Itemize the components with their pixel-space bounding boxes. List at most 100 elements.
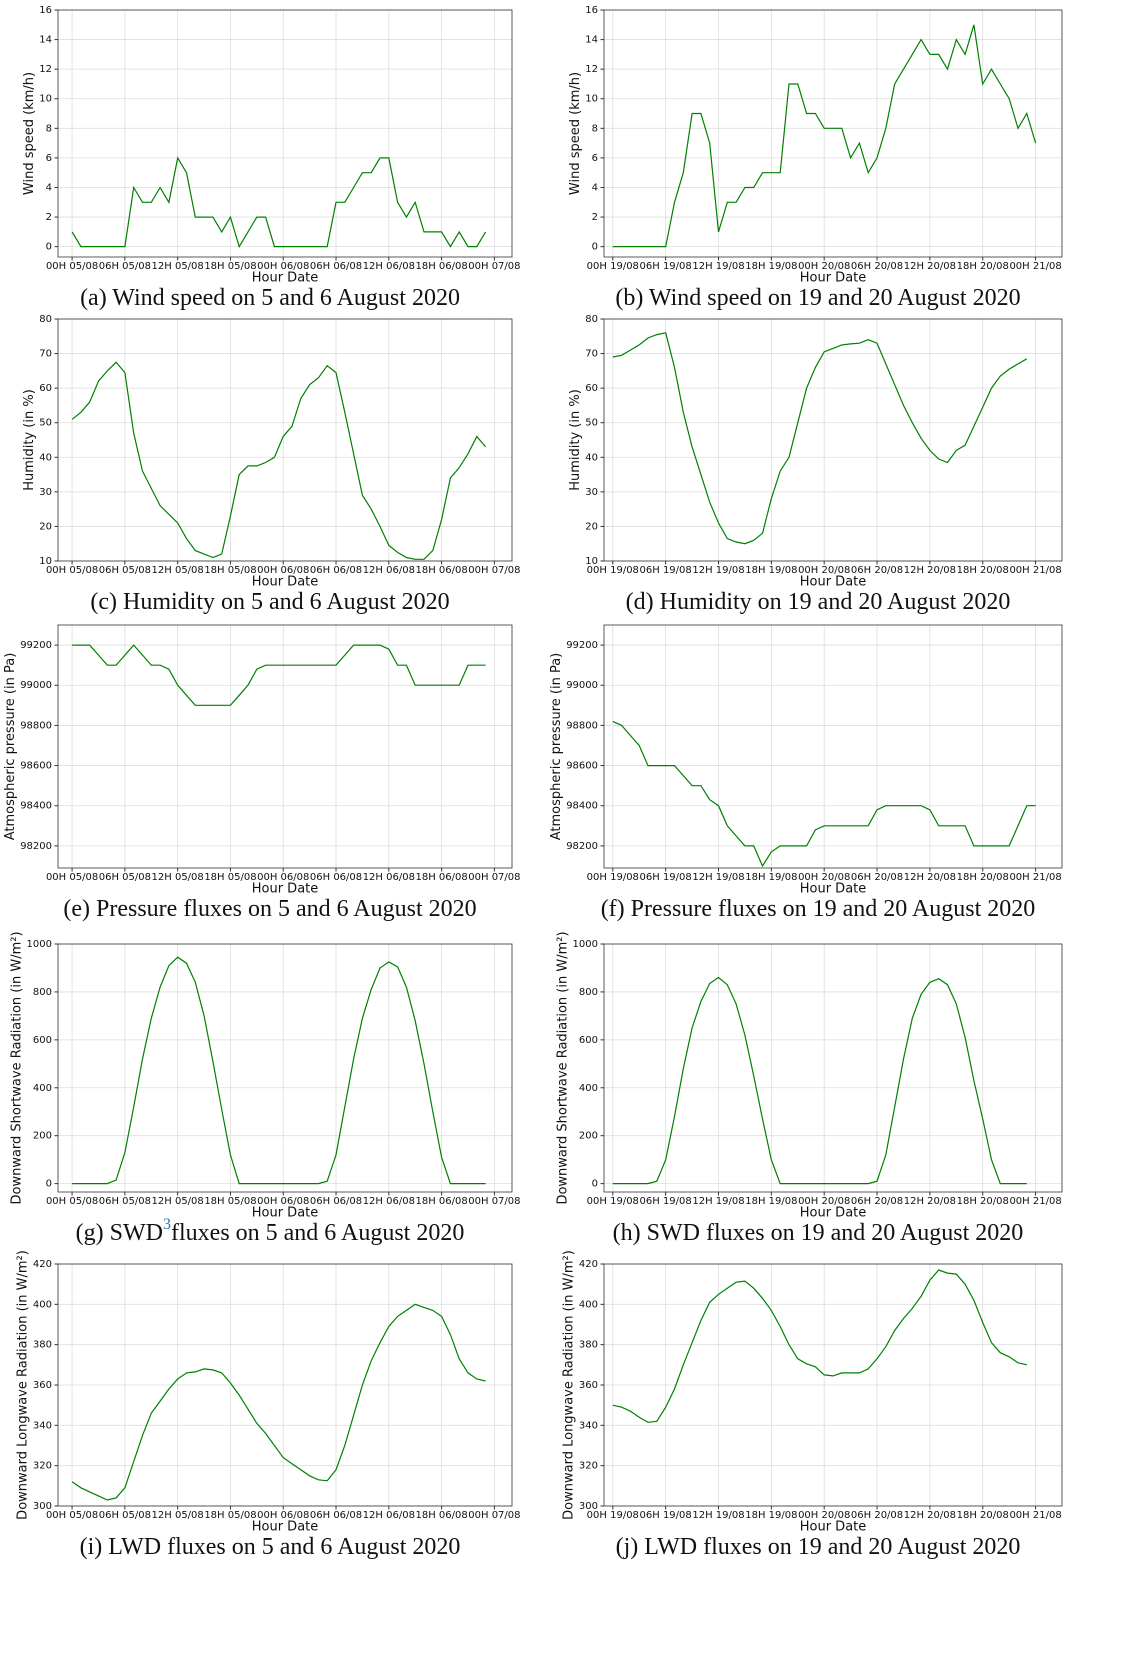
x-tick-label: 12H 05/08	[152, 1510, 204, 1521]
y-tick-label: 98800	[566, 720, 598, 731]
x-tick-label: 06H 05/08	[99, 1510, 151, 1521]
y-tick-label: 400	[33, 1299, 52, 1310]
y-tick-label: 1000	[27, 939, 52, 950]
x-tick-label: 18H 06/08	[415, 1196, 467, 1207]
y-axis-label: Humidity (in %)	[22, 389, 37, 491]
x-tick-label: 12H 05/08	[152, 1196, 204, 1207]
x-tick-label: 06H 19/08	[640, 1196, 692, 1207]
y-tick-label: 30	[39, 487, 52, 498]
x-tick-label: 06H 05/08	[99, 1196, 151, 1207]
y-tick-label: 10	[39, 94, 52, 105]
x-axis-label: Hour Date	[800, 1520, 867, 1535]
x-tick-label: 18H 06/08	[415, 1510, 467, 1521]
x-tick-label: 06H 06/08	[310, 1196, 362, 1207]
y-tick-label: 200	[579, 1131, 598, 1142]
x-axis-label: Hour Date	[800, 1206, 867, 1221]
caption-text: (c) Humidity on 5 and 6 August 2020	[90, 589, 449, 615]
x-tick-label: 12H 19/08	[692, 1196, 744, 1207]
x-tick-label: 12H 05/08	[152, 872, 204, 883]
plot-frame	[603, 318, 1063, 562]
x-tick-label: 18H 20/08	[957, 565, 1009, 576]
caption-text: (f) Pressure fluxes on 19 and 20 August …	[601, 896, 1036, 922]
y-tick-label: 10	[585, 94, 598, 105]
y-tick-label: 0	[592, 1179, 598, 1190]
x-tick-label: 12H 19/08	[692, 261, 744, 272]
x-tick-label: 00H 06/08	[257, 1196, 309, 1207]
x-axis-label: Hour Date	[252, 1206, 319, 1221]
x-tick-label: 12H 05/08	[152, 261, 204, 272]
y-tick-label: 20	[39, 521, 52, 532]
x-tick-label: 18H 06/08	[415, 565, 467, 576]
y-tick-label: 340	[33, 1420, 52, 1431]
y-axis-label: Downward Shortwave Radiation (in W/m²)	[9, 931, 24, 1204]
x-tick-label: 12H 20/08	[904, 261, 956, 272]
y-axis-label: Downward Longwave Radiation (in W/m²)	[16, 1250, 31, 1520]
x-tick-label: 00H 05/08	[46, 1196, 98, 1207]
y-tick-label: 380	[579, 1340, 598, 1351]
y-tick-label: 800	[579, 987, 598, 998]
x-tick-label: 00H 21/08	[1009, 565, 1061, 576]
data-line	[612, 976, 1027, 1185]
x-tick-label: 06H 20/08	[851, 872, 903, 883]
y-tick-label: 14	[585, 35, 598, 46]
y-tick-label: 12	[39, 64, 52, 75]
x-axis-label: Hour Date	[252, 575, 319, 590]
x-tick-label: 00H 19/08	[587, 1196, 639, 1207]
caption: (f) Pressure fluxes on 19 and 20 August …	[601, 896, 1036, 922]
x-tick-label: 18H 19/08	[745, 565, 797, 576]
plot-frame	[57, 1263, 513, 1507]
caption-text: (b) Wind speed on 19 and 20 August 2020	[615, 285, 1020, 311]
x-tick-label: 00H 20/08	[798, 1196, 850, 1207]
y-tick-label: 400	[33, 1083, 52, 1094]
y-tick-label: 380	[33, 1340, 52, 1351]
data-line	[71, 1303, 486, 1501]
y-tick-label: 800	[33, 987, 52, 998]
y-tick-label: 1000	[573, 939, 598, 950]
y-tick-label: 6	[46, 153, 52, 164]
x-axis-label: Hour Date	[252, 1520, 319, 1535]
caption: (j) LWD fluxes on 19 and 20 August 2020	[616, 1534, 1021, 1560]
y-tick-label: 420	[33, 1259, 52, 1270]
plot-frame	[57, 943, 513, 1193]
x-tick-label: 12H 19/08	[692, 565, 744, 576]
y-tick-label: 99200	[566, 640, 598, 651]
y-tick-label: 2	[46, 212, 52, 223]
y-tick-label: 98200	[20, 841, 52, 852]
y-tick-label: 400	[579, 1083, 598, 1094]
x-tick-label: 18H 19/08	[745, 1196, 797, 1207]
x-tick-label: 00H 21/08	[1009, 1510, 1061, 1521]
plot-frame	[57, 318, 513, 562]
x-tick-label: 00H 05/08	[46, 261, 98, 272]
x-tick-label: 18H 20/08	[957, 261, 1009, 272]
y-tick-label: 300	[33, 1501, 52, 1512]
y-tick-label: 99000	[566, 680, 598, 691]
x-tick-label: 00H 19/08	[587, 261, 639, 272]
plot-frame	[603, 624, 1063, 869]
caption: (h) SWD fluxes on 19 and 20 August 2020	[613, 1220, 1024, 1246]
data-line	[612, 720, 1036, 868]
y-tick-label: 98600	[20, 761, 52, 772]
caption: (i) LWD fluxes on 5 and 6 August 2020	[80, 1534, 461, 1560]
y-tick-label: 50	[39, 418, 52, 429]
x-tick-label: 06H 20/08	[851, 261, 903, 272]
x-tick-label: 06H 20/08	[851, 1510, 903, 1521]
x-tick-label: 12H 20/08	[904, 1196, 956, 1207]
caption: (d) Humidity on 19 and 20 August 2020	[626, 589, 1011, 615]
x-axis-label: Hour Date	[252, 882, 319, 897]
y-tick-label: 360	[579, 1380, 598, 1391]
y-axis-label: Wind speed (km/h)	[568, 72, 583, 195]
x-tick-label: 06H 05/08	[99, 565, 151, 576]
x-axis-label: Hour Date	[800, 271, 867, 286]
x-tick-label: 06H 19/08	[640, 565, 692, 576]
data-line	[71, 361, 487, 560]
x-tick-label: 12H 20/08	[904, 565, 956, 576]
x-tick-label: 06H 06/08	[310, 565, 362, 576]
y-axis-label: Downward Shortwave Radiation (in W/m²)	[555, 931, 570, 1204]
data-line	[71, 156, 487, 249]
y-tick-label: 16	[585, 5, 598, 16]
x-tick-label: 00H 05/08	[46, 872, 98, 883]
caption-text: (i) LWD fluxes on 5 and 6 August 2020	[80, 1534, 461, 1560]
x-tick-label: 18H 19/08	[745, 1510, 797, 1521]
y-tick-label: 12	[585, 64, 598, 75]
